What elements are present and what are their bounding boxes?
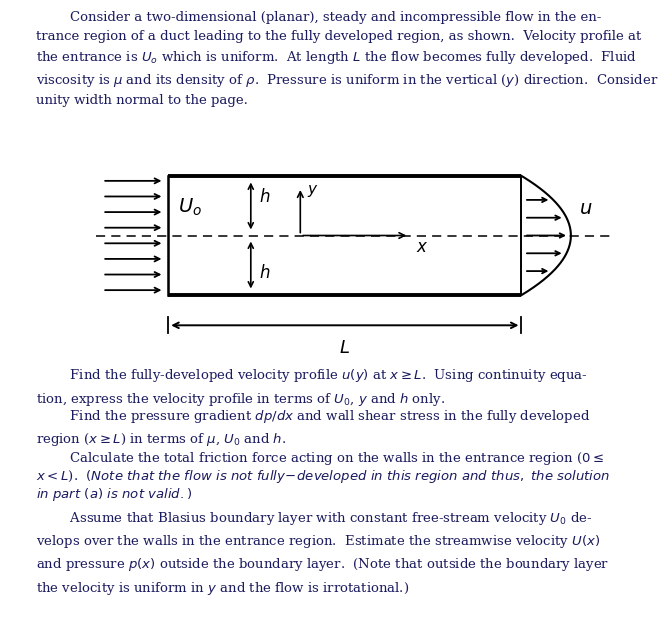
Text: $\mathit{h}$: $\mathit{h}$	[259, 188, 271, 205]
Text: Find the pressure gradient $dp/dx$ and wall shear stress in the fully developed
: Find the pressure gradient $dp/dx$ and w…	[36, 408, 591, 448]
Text: $\mathit{U_o}$: $\mathit{U_o}$	[178, 197, 202, 218]
Text: Assume that Blasius boundary layer with constant free-stream velocity $U_0$ de-
: Assume that Blasius boundary layer with …	[36, 510, 610, 597]
Text: $\mathit{h}$: $\mathit{h}$	[259, 264, 271, 282]
Text: $x < L$).  $\mathit{(Note\ that\ the\ flow\ is\ not\ fully\!-\!developed\ in\ th: $x < L$). $\mathit{(Note\ that\ the\ flo…	[36, 468, 610, 485]
Text: Consider a two-dimensional (planar), steady and incompressible flow in the en-
t: Consider a two-dimensional (planar), ste…	[36, 11, 659, 107]
Text: Calculate the total friction force acting on the walls in the entrance region ($: Calculate the total friction force actin…	[36, 450, 605, 467]
Text: $\mathit{L}$: $\mathit{L}$	[339, 339, 350, 357]
Text: Find the fully-developed velocity profile $u(y)$ at $x \geq L$.  Using continuit: Find the fully-developed velocity profil…	[36, 367, 588, 408]
Text: $\mathit{u}$: $\mathit{u}$	[579, 200, 592, 218]
Text: $\mathit{x}$: $\mathit{x}$	[416, 239, 428, 256]
Text: $\mathit{y}$: $\mathit{y}$	[307, 183, 319, 199]
Text: $\mathit{in\ part\ (a)\ is\ not\ valid.)}$: $\mathit{in\ part\ (a)\ is\ not\ valid.)…	[36, 486, 192, 503]
